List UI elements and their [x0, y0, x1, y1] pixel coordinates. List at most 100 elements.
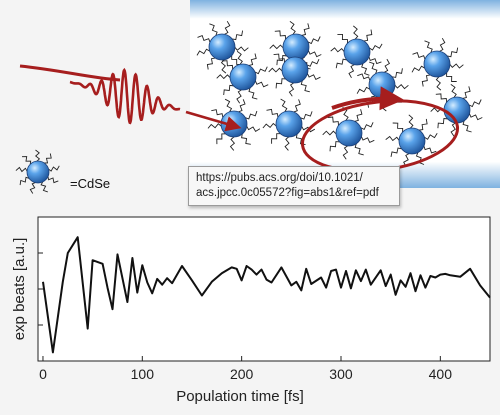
ligand-chain: [353, 25, 359, 41]
ligand-chain: [445, 47, 459, 58]
ligand-chain: [241, 132, 251, 145]
ligand-chain: [266, 108, 279, 119]
ligand-chain: [236, 50, 243, 66]
cdse-legend-label: =CdSe: [70, 176, 111, 191]
ligand-chain: [435, 75, 442, 91]
ligand-chain: [207, 123, 223, 129]
ligand-chain: [368, 55, 382, 65]
x-axis-ticks: 0 100 200 300 400: [39, 356, 452, 382]
ligand-chain: [306, 36, 321, 45]
link-tooltip: https://pubs.acs.org/doi/10.1021/ acs.jp…: [188, 166, 400, 206]
ligand-chain: [245, 124, 261, 133]
ligand-chain: [362, 29, 373, 42]
y-axis-ticks: [38, 252, 43, 326]
plot-area-frame: [37, 216, 491, 362]
ligand-chain: [284, 135, 290, 151]
ligand-chain: [300, 125, 316, 133]
ligand-chain: [468, 112, 483, 121]
ligand-chain: [322, 130, 338, 136]
energy-transfer-arrow: [331, 86, 404, 111]
nanocrystal-legend: [26, 160, 50, 184]
ligand-chain: [383, 58, 391, 74]
ligand-chain: [223, 20, 231, 36]
nanocrystal-10: [275, 110, 303, 138]
link-tooltip-line-1: https://pubs.acs.org/doi/10.1021/: [196, 172, 363, 184]
ligand-chain: [236, 88, 243, 104]
y-axis-label: exp beats [a.u.]: [11, 238, 28, 341]
ligand-chain: [423, 144, 437, 154]
nanocrystal-1: [208, 33, 236, 61]
ligand-chain: [271, 133, 282, 144]
ligand-chain: [424, 40, 433, 54]
ligand-chain: [269, 44, 285, 50]
ligand-chain: [231, 54, 242, 65]
ligand-chain: [438, 37, 446, 53]
beats-chart: 0 100 200 300 400 Population time [fs] exp b…: [11, 216, 491, 405]
nanocrystal-7: [368, 71, 396, 99]
ligand-chain: [385, 135, 401, 142]
ligand-chain: [216, 133, 227, 145]
ligand-chain: [423, 133, 438, 140]
ligand-chain: [34, 149, 41, 163]
ligand-chain: [353, 109, 363, 123]
ligand-chain: [403, 152, 411, 167]
ligand-chain: [356, 86, 372, 94]
laser-beam-tail: [19, 64, 121, 82]
ligand-chain: [47, 165, 60, 172]
ligand-chain: [337, 33, 348, 45]
nanocrystal-11: [335, 119, 363, 147]
ligand-chain: [448, 63, 464, 69]
cdse-legend-nanocrystal-icon: [15, 149, 60, 194]
laser-pulse-arrow: [185, 110, 242, 132]
ligand-chain: [209, 23, 218, 37]
ligand-chain: [216, 74, 232, 80]
ligand-chain: [361, 62, 370, 76]
ligand-chain: [40, 180, 48, 193]
ligand-chain: [273, 53, 286, 64]
ligand-chain: [248, 86, 258, 100]
ligand-chain: [357, 73, 371, 82]
x-tick-label: 400: [429, 366, 453, 382]
ligand-chain: [197, 35, 211, 44]
ligand-chain: [417, 118, 428, 131]
ligand-chain: [359, 122, 374, 131]
x-tick-label: 0: [39, 366, 47, 382]
ligand-chain: [435, 93, 448, 104]
ligand-chain: [229, 135, 236, 151]
ligand-chain: [348, 63, 356, 79]
ligand-chain: [221, 60, 234, 71]
ligand-chain: [392, 122, 404, 134]
ligand-chain: [298, 111, 313, 120]
ligand-chain: [224, 98, 233, 114]
ligand-chain: [467, 99, 482, 108]
ligand-chain: [262, 122, 278, 129]
ligand-chain: [461, 86, 471, 100]
ligand-chain: [330, 47, 346, 53]
ligand-chain: [408, 114, 414, 130]
ligand-chain: [390, 68, 403, 78]
ligand-chain: [421, 74, 432, 87]
ligand-chain: [450, 84, 457, 99]
ligand-chain: [292, 99, 301, 113]
x-tick-label: 200: [230, 366, 254, 382]
ligand-chain: [307, 49, 322, 58]
x-tick-label: 300: [329, 366, 353, 382]
ligand-chain: [415, 151, 425, 165]
ligand-chain: [47, 175, 59, 184]
laser-pulse-wave: [69, 67, 181, 125]
ligand-chain: [19, 176, 31, 186]
ligand-chain: [243, 110, 258, 120]
ligand-chain: [300, 23, 310, 37]
ligand-chain: [342, 144, 349, 160]
ligand-chain: [275, 78, 288, 89]
ligand-chain: [450, 121, 457, 137]
ligand-chain: [306, 72, 321, 81]
ligand-chain: [276, 55, 288, 66]
nanocrystal-4: [423, 50, 451, 78]
ligand-chain: [233, 46, 249, 52]
ligand-chain: [390, 147, 403, 157]
nanocrystal-8: [443, 96, 471, 124]
ligand-chain: [211, 109, 224, 119]
film-panel-background: [190, 0, 500, 188]
